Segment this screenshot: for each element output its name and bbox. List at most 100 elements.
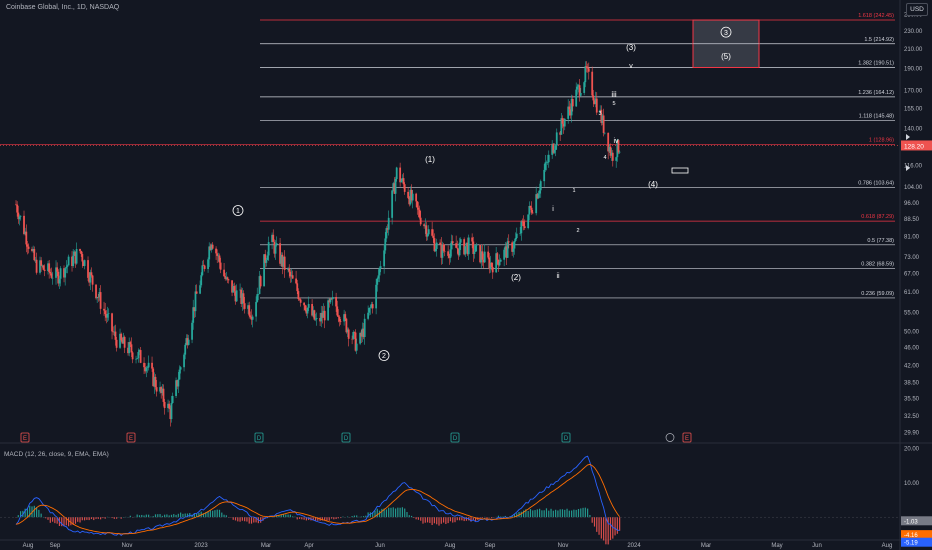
candle-body	[313, 310, 316, 320]
candle-body	[519, 233, 522, 234]
candle-body	[59, 268, 62, 279]
candle-body	[359, 332, 362, 344]
candle-body	[35, 259, 38, 273]
candle-body	[40, 260, 43, 266]
candle-body	[503, 249, 506, 260]
candle-body	[106, 313, 109, 318]
candle-body	[427, 229, 430, 235]
fib-level-label: 0.618 (87.29)	[861, 214, 894, 220]
candle-body	[66, 265, 69, 267]
candle-body	[215, 248, 217, 254]
macd-histogram-bar	[67, 517, 70, 527]
currency-button[interactable]: USD	[906, 3, 928, 16]
wave-label: (3)	[626, 43, 636, 52]
macd-histogram-bar	[408, 515, 410, 518]
candle-body	[530, 207, 533, 213]
candle-body	[544, 162, 547, 170]
macd-histogram-bar	[543, 510, 545, 518]
macd-histogram-bar	[148, 514, 150, 518]
event-badge[interactable]	[341, 432, 351, 443]
macd-histogram-bar	[95, 517, 97, 519]
candle-body	[209, 246, 212, 251]
candle-body	[616, 140, 619, 158]
candle-body	[19, 215, 22, 217]
scroll-right-arrow-icon[interactable]	[906, 134, 910, 140]
candle-body	[416, 201, 419, 208]
macd-histogram-bar	[447, 517, 449, 524]
macd-histogram-bar	[490, 517, 493, 519]
macd-histogram-bar	[513, 514, 516, 518]
candle-body	[247, 305, 249, 309]
candle-body	[144, 367, 147, 372]
macd-histogram-bar	[438, 517, 440, 526]
price-axis-label: 67.00	[904, 272, 920, 278]
price-axis-label: 50.00	[904, 329, 920, 335]
price-axis-label: 81.00	[904, 234, 920, 240]
candle-body	[387, 217, 390, 230]
macd-histogram-bar	[571, 510, 573, 518]
candle-body	[463, 239, 466, 255]
event-badge[interactable]	[450, 432, 460, 443]
candle-body	[32, 249, 35, 251]
event-badge[interactable]	[561, 432, 571, 443]
candle-body	[497, 259, 500, 266]
candle-body	[488, 257, 491, 270]
candle-body	[289, 271, 292, 277]
candle-body	[115, 339, 118, 348]
event-badge-label: D	[344, 436, 349, 442]
split-icon[interactable]	[665, 433, 675, 442]
price-axis-label: 230.00	[904, 29, 923, 35]
candle-body	[512, 248, 515, 252]
candle-body	[113, 331, 116, 333]
macd-histogram-bar	[390, 507, 392, 518]
macd-histogram-bar	[458, 517, 461, 521]
candle-body	[376, 278, 379, 285]
candle-body	[578, 85, 581, 96]
price-axis-label: 42.00	[904, 364, 920, 370]
macd-histogram-bar	[237, 517, 239, 522]
candle-body	[602, 115, 605, 133]
macd-indicator-title[interactable]: MACD (12, 26, close, 9, EMA, EMA)	[4, 451, 109, 458]
candle-body	[129, 342, 132, 345]
macd-histogram-bar	[250, 517, 253, 524]
candle-body	[459, 239, 462, 243]
event-badge[interactable]	[682, 432, 692, 443]
macd-histogram-bar	[113, 517, 115, 519]
candle-body	[593, 100, 596, 104]
candle-body	[235, 290, 238, 302]
candle-body	[435, 242, 438, 249]
scroll-right-arrow-icon[interactable]	[906, 165, 910, 171]
candle-body	[147, 362, 150, 368]
candle-body	[314, 318, 317, 320]
macd-histogram-bar	[589, 515, 591, 518]
macd-histogram-bar	[564, 509, 566, 518]
candle-body	[337, 315, 340, 317]
candle-body	[64, 268, 67, 278]
macd-histogram-bar	[463, 517, 465, 522]
macd-histogram-bar	[616, 517, 618, 534]
candle-body	[175, 380, 177, 397]
candle-body	[25, 231, 28, 245]
candle-body	[233, 286, 236, 292]
marker-rect[interactable]	[671, 167, 689, 174]
event-badge[interactable]	[254, 432, 264, 443]
macd-histogram-bar	[104, 517, 106, 519]
macd-histogram-bar	[271, 516, 273, 518]
candle-body	[483, 251, 486, 263]
candle-body	[56, 267, 59, 272]
candle-body	[481, 251, 484, 260]
candle-body	[433, 238, 436, 252]
candle-body	[618, 151, 621, 153]
candle-body	[257, 294, 260, 295]
candle-body	[258, 276, 261, 295]
candle-body	[495, 253, 498, 273]
macd-histogram-bar	[502, 516, 504, 518]
macd-histogram-bar	[374, 510, 376, 518]
price-axis-label: 140.00	[904, 127, 923, 133]
candle-body	[442, 244, 445, 251]
event-badge[interactable]	[126, 432, 136, 443]
event-badge[interactable]	[20, 432, 30, 443]
candle-body	[273, 241, 276, 254]
